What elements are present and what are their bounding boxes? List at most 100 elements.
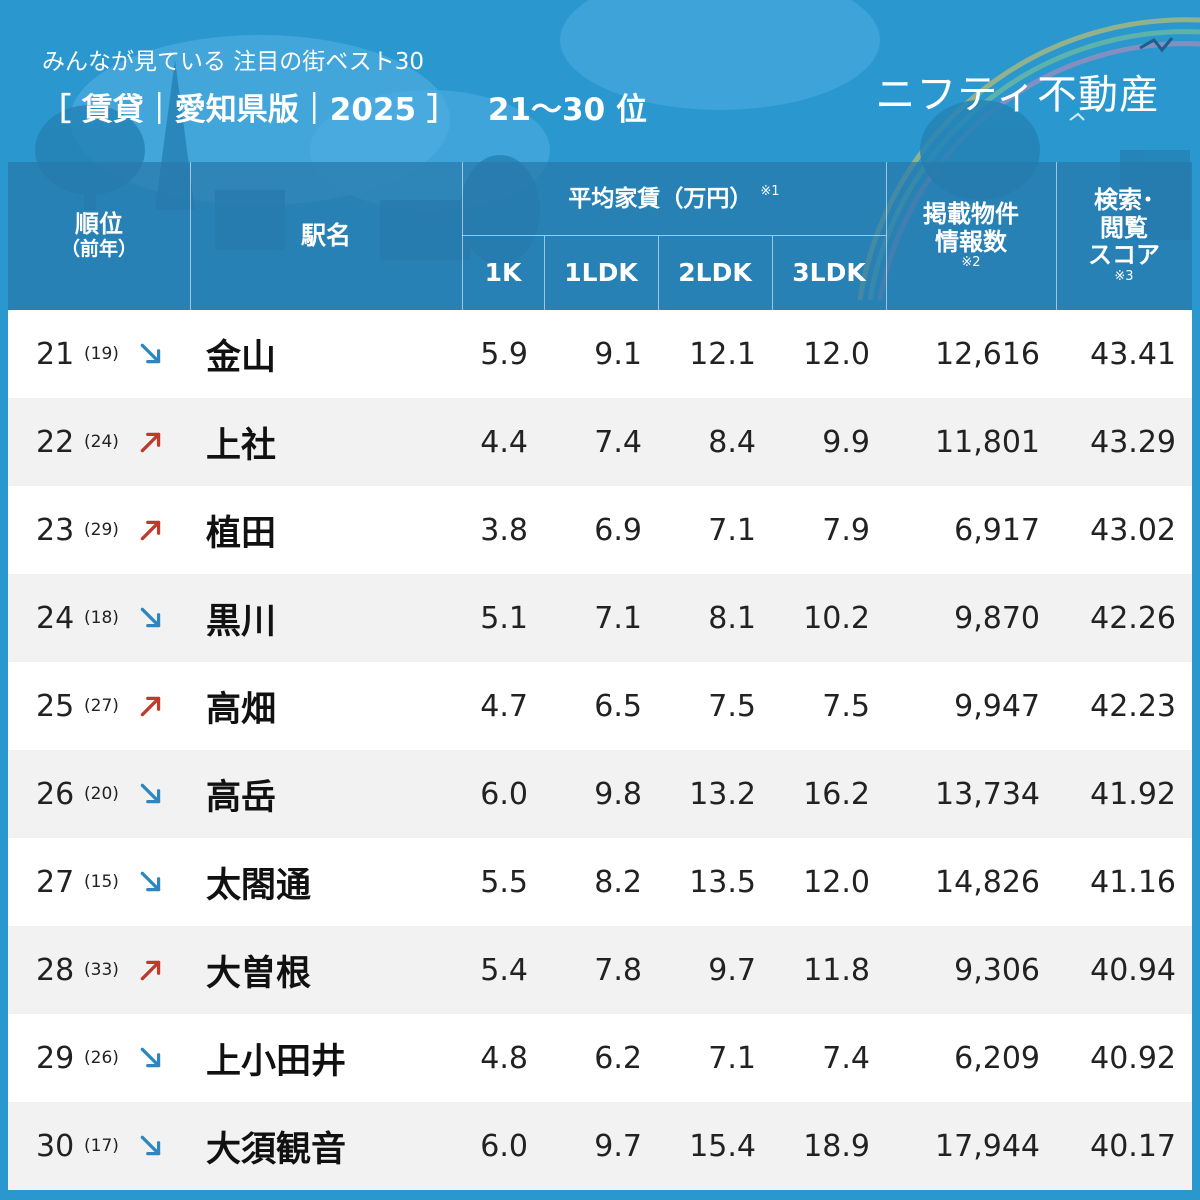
listings-note: ※2 <box>961 255 981 271</box>
rent-2ldk: 7.1 <box>708 1040 756 1076</box>
rent-1k: 5.1 <box>480 600 528 636</box>
listings-count: 14,826 <box>935 864 1040 900</box>
rank-number: 29 <box>36 1040 75 1076</box>
col-score-line2: 閲覧 <box>1100 213 1148 242</box>
search-score: 43.02 <box>1090 512 1176 548</box>
rent-2ldk: 15.4 <box>689 1128 756 1164</box>
rent-2ldk: 8.4 <box>708 424 756 460</box>
rank-number: 26 <box>36 776 75 812</box>
listings-count: 12,616 <box>935 336 1040 372</box>
table-header: 順位 （前年） 駅名 平均家賃（万円） ※1 1K 1LDK 2LDK 3LDK… <box>8 162 1192 310</box>
listings-count: 11,801 <box>935 424 1040 460</box>
search-score: 40.17 <box>1090 1128 1176 1164</box>
rank-number: 30 <box>36 1128 75 1164</box>
previous-rank: (24) <box>84 432 119 452</box>
rank-number: 27 <box>36 864 75 900</box>
rent-note: ※1 <box>760 183 780 199</box>
table-row: 30 (17) 大須観音 6.0 9.7 15.4 18.9 17,944 40… <box>8 1102 1192 1190</box>
col-listings-line2: 情報数 <box>935 227 1007 256</box>
col-score-line3: スコア <box>1088 241 1160 270</box>
rent-1ldk: 7.4 <box>594 424 642 460</box>
listings-count: 9,870 <box>954 600 1040 636</box>
header-divider <box>190 162 191 310</box>
station-name: 太閤通 <box>206 865 312 906</box>
search-score: 40.92 <box>1090 1040 1176 1076</box>
rent-2ldk: 13.5 <box>689 864 756 900</box>
listings-count: 13,734 <box>935 776 1040 812</box>
brand-logo: ニフティ不動産 <box>875 72 1160 118</box>
col-listings: 掲載物件 情報数 ※2 <box>886 162 1056 310</box>
rent-3ldk: 12.0 <box>803 864 870 900</box>
station-name: 金山 <box>206 337 277 378</box>
station-name: 高岳 <box>206 777 277 818</box>
rent-1k: 4.4 <box>480 424 528 460</box>
rank-number: 23 <box>36 512 75 548</box>
table-row: 26 (20) 高岳 6.0 9.8 13.2 16.2 13,734 41.9… <box>8 750 1192 838</box>
table-row: 29 (26) 上小田井 4.8 6.2 7.1 7.4 6,209 40.92 <box>8 1014 1192 1102</box>
search-score: 42.26 <box>1090 600 1176 636</box>
col-3ldk: 3LDK <box>792 257 866 287</box>
rent-1k: 4.8 <box>480 1040 528 1076</box>
rent-3ldk: 7.4 <box>822 1040 870 1076</box>
arrow-up-right-icon <box>136 486 166 574</box>
rent-2ldk: 8.1 <box>708 600 756 636</box>
station-name: 大須観音 <box>206 1129 347 1170</box>
arrow-down-right-icon <box>136 1014 166 1102</box>
rent-1k: 3.8 <box>480 512 528 548</box>
rent-2ldk: 13.2 <box>689 776 756 812</box>
table-row: 27 (15) 太閤通 5.5 8.2 13.5 12.0 14,826 41.… <box>8 838 1192 926</box>
listings-count: 17,944 <box>935 1128 1040 1164</box>
rent-2ldk: 12.1 <box>689 336 756 372</box>
arrow-down-right-icon <box>136 838 166 926</box>
score-note: ※3 <box>1114 268 1134 284</box>
header-divider <box>462 235 886 236</box>
col-rent-label: 平均家賃（万円） <box>568 185 753 212</box>
station-name: 黒川 <box>206 601 277 642</box>
table-row: 25 (27) 高畑 4.7 6.5 7.5 7.5 9,947 42.23 <box>8 662 1192 750</box>
station-name: 植田 <box>206 513 277 554</box>
rent-1k: 5.4 <box>480 952 528 988</box>
table-row: 21 (19) 金山 5.9 9.1 12.1 12.0 12,616 43.4… <box>8 310 1192 398</box>
search-score: 41.92 <box>1090 776 1176 812</box>
rent-1k: 6.0 <box>480 776 528 812</box>
col-station: 駅名 <box>300 220 351 250</box>
station-name: 高畑 <box>206 689 277 730</box>
rent-1ldk: 6.2 <box>594 1040 642 1076</box>
header-divider <box>1056 162 1057 310</box>
rent-3ldk: 10.2 <box>803 600 870 636</box>
previous-rank: (18) <box>84 608 119 628</box>
header-divider <box>772 236 773 310</box>
search-score: 42.23 <box>1090 688 1176 724</box>
arrow-down-right-icon <box>136 1102 166 1190</box>
rent-3ldk: 16.2 <box>803 776 870 812</box>
rent-1ldk: 9.8 <box>594 776 642 812</box>
listings-count: 9,947 <box>954 688 1040 724</box>
header-divider <box>886 162 887 310</box>
rent-1k: 4.7 <box>480 688 528 724</box>
search-score: 41.16 <box>1090 864 1176 900</box>
rent-3ldk: 11.8 <box>803 952 870 988</box>
ranking-table: 順位 （前年） 駅名 平均家賃（万円） ※1 1K 1LDK 2LDK 3LDK… <box>8 162 1192 1192</box>
page-subtitle: みんなが見ている 注目の街ベスト30 <box>42 49 425 75</box>
col-2ldk: 2LDK <box>678 257 752 287</box>
rank-number: 22 <box>36 424 75 460</box>
rent-1ldk: 9.1 <box>594 336 642 372</box>
header-divider <box>544 236 545 310</box>
listings-count: 6,209 <box>954 1040 1040 1076</box>
rank-number: 28 <box>36 952 75 988</box>
arrow-up-right-icon <box>136 926 166 1014</box>
rent-3ldk: 18.9 <box>803 1128 870 1164</box>
rent-1k: 5.5 <box>480 864 528 900</box>
rent-1k: 6.0 <box>480 1128 528 1164</box>
previous-rank: (15) <box>84 872 119 892</box>
arrow-down-right-icon <box>136 574 166 662</box>
arrow-up-right-icon <box>136 662 166 750</box>
previous-rank: (27) <box>84 696 119 716</box>
rent-1ldk: 7.1 <box>594 600 642 636</box>
previous-rank: (29) <box>84 520 119 540</box>
arrow-down-right-icon <box>136 750 166 838</box>
rent-3ldk: 9.9 <box>822 424 870 460</box>
previous-rank: (19) <box>84 344 119 364</box>
table-row: 28 (33) 大曽根 5.4 7.8 9.7 11.8 9,306 40.94 <box>8 926 1192 1014</box>
rent-2ldk: 9.7 <box>708 952 756 988</box>
